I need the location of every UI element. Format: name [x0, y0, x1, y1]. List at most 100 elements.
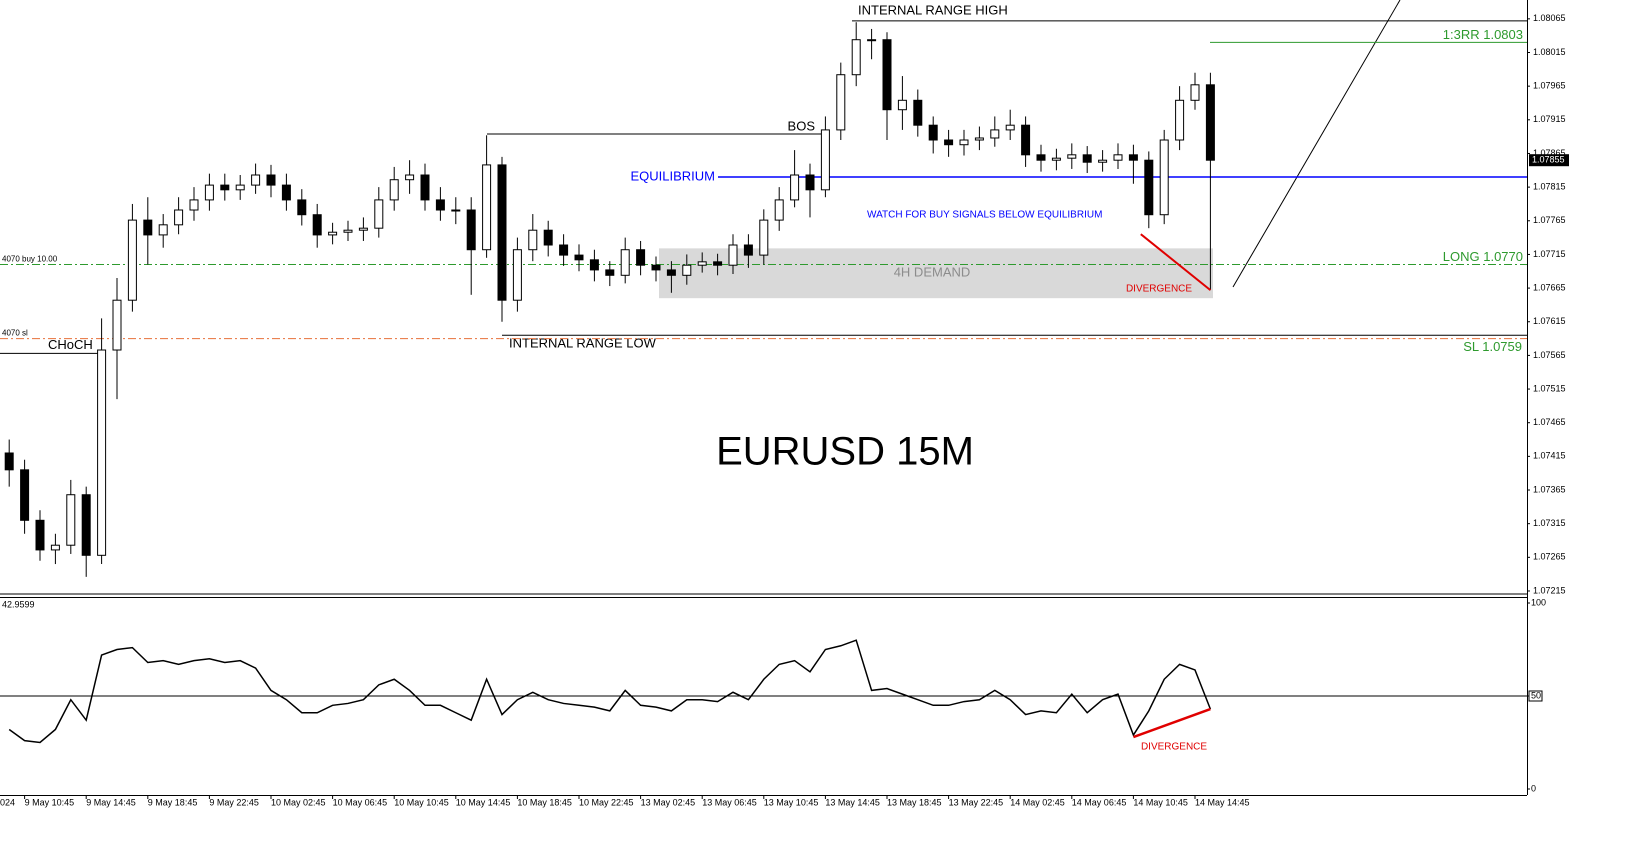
candle-body — [574, 254, 584, 261]
candle-body — [4, 452, 14, 471]
x-tick-label: 9 May 22:45 — [209, 797, 259, 807]
candle-body — [1021, 124, 1031, 156]
candle-body — [512, 249, 522, 301]
y-tick-label: 1.07915 — [1533, 114, 1566, 124]
divergence-label: DIVERGENCE — [1141, 742, 1207, 753]
y-tick-label: 1.07615 — [1533, 316, 1566, 326]
candle-body — [820, 129, 830, 191]
x-tick-label: 10 May 02:45 — [271, 797, 326, 807]
candle-body — [651, 264, 661, 271]
x-tick-label: 13 May 06:45 — [702, 797, 757, 807]
candle-body — [35, 519, 45, 551]
x-tick-label: 9 May 14:45 — [86, 797, 136, 807]
y-tick-label: 1.08065 — [1533, 13, 1566, 23]
candle-body — [559, 244, 569, 256]
candle-body — [143, 219, 153, 236]
x-tick-label: 10 May 22:45 — [579, 797, 634, 807]
x-tick-label: 13 May 22:45 — [949, 797, 1004, 807]
level-label: LONG 1.0770 — [1443, 249, 1523, 264]
x-tick-label: 9 May 10:45 — [25, 797, 75, 807]
y-tick-label: 1.07865 — [1533, 148, 1566, 158]
candle-body — [1098, 159, 1108, 163]
candle-body — [913, 99, 923, 126]
y-tick-label: 1.07415 — [1533, 451, 1566, 461]
candle-body — [20, 469, 30, 521]
candle-body — [759, 219, 769, 256]
y-tick-label: 1.07365 — [1533, 484, 1566, 494]
candle-body — [66, 494, 76, 546]
candle-body — [420, 174, 430, 201]
candle-body — [990, 129, 1000, 139]
y-tick-label: 1.08015 — [1533, 47, 1566, 57]
y-tick-label: 1.07315 — [1533, 518, 1566, 528]
price-tag-label: 1.07855 — [1532, 155, 1565, 165]
candle-body — [358, 227, 368, 231]
zone-label: 4H DEMAND — [894, 265, 971, 280]
x-tick-label: 13 May 02:45 — [641, 797, 696, 807]
candle-body — [312, 214, 322, 236]
order-label: 4070 sl — [2, 329, 28, 338]
candle-body — [882, 39, 892, 111]
candle-body — [451, 209, 461, 212]
candle-body — [343, 229, 353, 233]
candle-body — [1205, 84, 1215, 161]
candle-body — [220, 184, 230, 191]
candle-body — [1175, 99, 1185, 141]
rsi-tick-label: 0 — [1531, 783, 1536, 793]
candle-body — [944, 139, 954, 146]
candle-body — [666, 269, 676, 276]
candle-body — [374, 199, 384, 229]
divergence-label: DIVERGENCE — [1126, 284, 1192, 295]
label-background — [632, 169, 718, 186]
y-tick-label: 1.07965 — [1533, 81, 1566, 91]
divergence-line — [1140, 233, 1212, 291]
candle-body — [1159, 139, 1169, 216]
candle-body — [682, 264, 692, 276]
candles-layer — [4, 22, 1215, 577]
level-label: 1:3RR 1.0803 — [1443, 27, 1523, 42]
level-label: SL 1.0759 — [1463, 339, 1522, 354]
candle-body — [836, 74, 846, 131]
candle-body — [620, 249, 630, 276]
rsi-tick-box — [1528, 690, 1543, 702]
candle-body — [805, 174, 815, 191]
candle-body — [497, 164, 507, 301]
order-label: 4070 buy 10.00 — [2, 255, 58, 264]
candle-body — [81, 494, 91, 556]
candle-body — [281, 184, 291, 201]
candle-body — [1005, 124, 1015, 131]
level-label: INTERNAL RANGE HIGH — [858, 2, 1008, 17]
candle-body — [713, 261, 723, 266]
candle-body — [235, 184, 245, 191]
candle-body — [928, 124, 938, 141]
x-tick-label: 10 May 06:45 — [333, 797, 388, 807]
candle-body — [174, 209, 184, 226]
candle-body — [1067, 154, 1077, 159]
candle-body — [774, 199, 784, 221]
rsi-tick-label: 100 — [1531, 597, 1546, 607]
rsi-tick-label: 50 — [1531, 690, 1541, 700]
candle-body — [1036, 154, 1046, 161]
x-tick-label: 10 May 18:45 — [517, 797, 572, 807]
candle-body — [251, 174, 261, 186]
y-tick-label: 1.07565 — [1533, 350, 1566, 360]
candle-body — [1144, 159, 1154, 216]
y-tick-label: 1.07515 — [1533, 383, 1566, 393]
note: WATCH FOR BUY SIGNALS BELOW EQUILIBRIUM — [867, 210, 1102, 221]
candle-body — [728, 244, 738, 266]
x-tick-label: 14 May 02:45 — [1010, 797, 1065, 807]
candle-body — [543, 229, 553, 246]
x-tick-label: 9 May 18:45 — [148, 797, 198, 807]
x-tick-label: 024 — [0, 797, 15, 807]
trend-line — [1232, 0, 1401, 288]
y-tick-label: 1.07815 — [1533, 181, 1566, 191]
candle-body — [1082, 154, 1092, 163]
candle-body — [743, 244, 753, 256]
rsi-value: 42.9599 — [2, 599, 35, 609]
x-tick-label: 13 May 14:45 — [825, 797, 880, 807]
candle-body — [867, 39, 877, 42]
level-label: EQUILIBRIUM — [630, 168, 715, 183]
candle-body — [897, 99, 907, 111]
x-tick-label: 13 May 10:45 — [764, 797, 819, 807]
